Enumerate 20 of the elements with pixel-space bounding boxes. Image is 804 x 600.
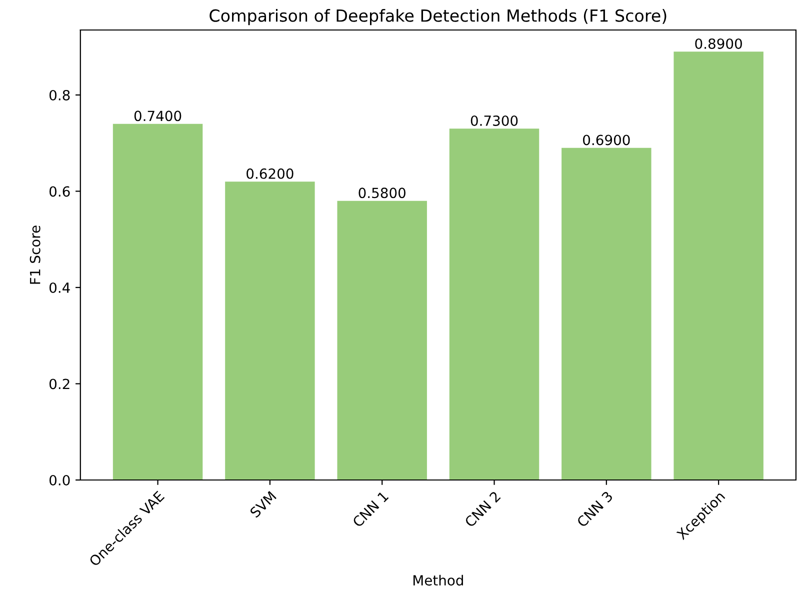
bar	[112, 124, 203, 480]
chart-title: Comparison of Deepfake Detection Methods (F1 Score)	[210, 9, 666, 26]
y-tick-label: 0.2	[50, 378, 70, 390]
bar	[337, 200, 427, 480]
bar	[562, 148, 652, 480]
data-label: 0.8900	[695, 38, 742, 49]
y-axis-title: F1 Score	[30, 226, 40, 284]
data-label: 0.6900	[583, 134, 630, 146]
x-axis-title: Method	[413, 574, 463, 586]
data-label: 0.5800	[358, 188, 406, 198]
data-label: 0.6200	[246, 168, 294, 179]
data-label: 0.7400	[134, 110, 182, 122]
y-tick-label: 0.0	[50, 474, 70, 486]
y-tick-label: 0.6	[50, 186, 70, 197]
bar	[225, 182, 315, 480]
bar	[674, 52, 764, 480]
bar	[449, 128, 540, 480]
y-tick-label: 0.4	[50, 282, 70, 293]
data-label: 0.7300	[470, 115, 518, 126]
y-tick-label: 0.8	[50, 90, 70, 100]
